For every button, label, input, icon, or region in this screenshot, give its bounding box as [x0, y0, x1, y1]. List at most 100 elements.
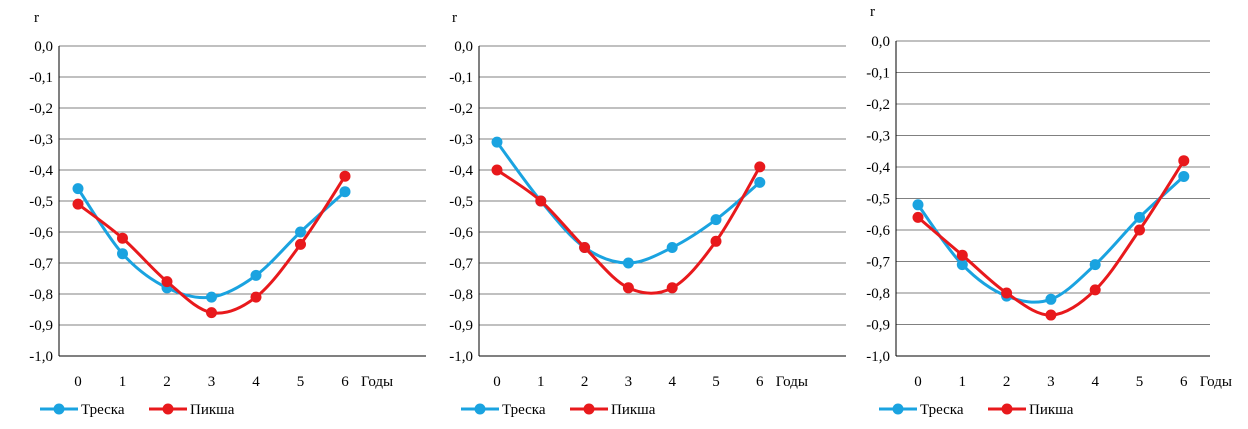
y-tick-label: -1,0 [866, 349, 890, 365]
x-tick-label: 3 [208, 374, 216, 390]
y-tick-label: -0,9 [29, 318, 53, 334]
data-point [72, 198, 84, 210]
legend-marker [162, 403, 174, 415]
y-axis-label: r [34, 10, 39, 26]
legend-label: Пикша [611, 402, 656, 418]
x-tick-label: 4 [668, 374, 676, 390]
y-tick-label: -0,4 [866, 160, 890, 176]
y-tick-label: -0,5 [866, 192, 890, 208]
x-tick-label: 0 [914, 374, 922, 390]
data-point [535, 195, 547, 207]
data-point [912, 199, 924, 211]
x-tick-label: 5 [297, 374, 305, 390]
chart-3: 0,0 -0,1 -0,2 -0,3 -0,4 -0,5 -0,6 -0,7 -0,8 -0,9 -… [866, 4, 1232, 418]
y-tick-label: -0,7 [449, 256, 473, 272]
y-tick-label: -0,5 [449, 194, 473, 210]
x-tick-label: 0 [493, 374, 501, 390]
y-tick-label: 0,0 [454, 39, 473, 55]
x-tick-label: 6 [756, 374, 764, 390]
y-tick-label: -0,7 [29, 256, 53, 272]
legend-marker [892, 403, 904, 415]
data-point [1045, 293, 1057, 305]
data-point [1178, 170, 1190, 182]
legend-marker [1001, 403, 1013, 415]
data-point [1178, 155, 1190, 167]
x-tick-label: 5 [712, 374, 720, 390]
y-tick-label: -0,8 [866, 286, 890, 302]
data-point [295, 238, 306, 250]
data-point [161, 276, 173, 288]
chart-1: 0,0 -0,1 -0,2 -0,3 -0,4 -0,5 -0,6 -0,7 -0,8 -0,9 -… [29, 10, 426, 418]
data-point [250, 269, 262, 281]
y-tick-label: -0,2 [29, 101, 53, 117]
data-point [72, 183, 84, 195]
data-point [1001, 287, 1013, 299]
data-point [956, 249, 968, 261]
x-tick-label: 1 [537, 374, 545, 390]
y-tick-label: -0,7 [866, 255, 890, 271]
data-point [710, 214, 722, 226]
y-tick-label: -0,1 [29, 70, 53, 86]
y-tick-label: -0,4 [29, 163, 53, 179]
data-point [710, 235, 722, 247]
x-tick-label: 2 [581, 374, 589, 390]
x-tick-label: 6 [341, 374, 349, 390]
legend-label: Пикша [190, 402, 235, 418]
data-point [579, 242, 591, 253]
x-tick-label: 2 [1003, 374, 1011, 390]
data-point [1134, 224, 1145, 236]
y-tick-label: -0,6 [449, 225, 473, 241]
data-point [666, 242, 678, 253]
y-tick-label: 0,0 [871, 34, 890, 50]
y-tick-label: -0,2 [866, 97, 890, 113]
x-axis-label: Годы [776, 374, 808, 390]
legend-marker [53, 403, 65, 415]
data-point [912, 211, 924, 223]
data-point [754, 161, 766, 173]
data-point [754, 176, 766, 188]
y-tick-label: -1,0 [449, 349, 473, 365]
x-tick-label: 2 [163, 374, 171, 390]
data-point [622, 282, 634, 294]
x-tick-label: 4 [1091, 374, 1099, 390]
data-point [1089, 259, 1101, 271]
y-tick-label: -0,3 [449, 132, 473, 148]
data-point [1045, 309, 1057, 321]
legend-label: Треска [81, 402, 125, 418]
data-point [206, 307, 217, 319]
x-tick-label: 4 [252, 374, 260, 390]
data-point [295, 226, 306, 238]
y-tick-label: -0,2 [449, 101, 473, 117]
x-tick-label: 6 [1180, 374, 1188, 390]
y-tick-label: -0,8 [449, 287, 473, 303]
y-tick-label: -0,8 [29, 287, 53, 303]
y-tick-label: -0,3 [866, 129, 890, 145]
y-tick-label: -0,1 [866, 66, 890, 82]
x-tick-label: 1 [119, 374, 127, 390]
data-point [956, 259, 968, 271]
y-tick-label: -0,3 [29, 132, 53, 148]
data-point [206, 291, 217, 303]
data-point [491, 136, 503, 148]
data-point [339, 170, 351, 182]
legend-label: Треска [502, 402, 546, 418]
data-point [1134, 211, 1145, 223]
legend-marker [474, 403, 486, 415]
x-axis-label: Годы [361, 374, 393, 390]
y-tick-label: 0,0 [34, 39, 53, 55]
data-point [117, 232, 128, 244]
x-tick-label: 1 [959, 374, 967, 390]
x-tick-label: 0 [74, 374, 82, 390]
y-tick-label: -1,0 [29, 349, 53, 365]
series-line-haddock [917, 159, 1186, 317]
y-tick-label: -0,9 [449, 318, 473, 334]
chart-2: 0,0 -0,1 -0,2 -0,3 -0,4 -0,5 -0,6 -0,7 -0,8 -0,9 -… [449, 10, 846, 418]
data-point [622, 257, 634, 269]
x-tick-label: 3 [1047, 374, 1055, 390]
y-tick-label: -0,9 [866, 318, 890, 334]
x-tick-label: 3 [625, 374, 633, 390]
y-axis-label: r [870, 4, 875, 20]
y-tick-label: -0,4 [449, 163, 473, 179]
data-point [250, 291, 262, 303]
